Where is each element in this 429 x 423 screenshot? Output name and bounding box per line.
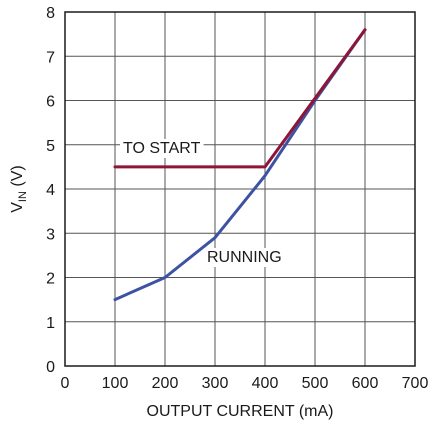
- annotation-to-start: TO START: [123, 140, 201, 157]
- x-tick-label: 500: [302, 375, 329, 392]
- y-tick-label: 1: [46, 315, 55, 332]
- y-tick-label: 4: [46, 182, 55, 199]
- y-tick-label: 2: [46, 271, 55, 288]
- y-axis-title-subscript: IN: [17, 191, 29, 202]
- y-tick-label: 0: [46, 359, 55, 376]
- y-tick-label: 8: [46, 5, 55, 22]
- x-tick-label: 100: [102, 375, 129, 392]
- y-axis-title-unit: (V): [9, 165, 26, 191]
- x-tick-label: 0: [61, 375, 70, 392]
- x-tick-label: 300: [202, 375, 229, 392]
- series-line-to-start: [113, 28, 367, 169]
- y-tick-label: 5: [46, 138, 55, 155]
- annotation-background: [204, 248, 285, 267]
- x-tick-label: 700: [402, 375, 429, 392]
- annotation-running: RUNNING: [207, 249, 282, 266]
- annotation-background: [120, 139, 204, 158]
- x-tick-label: 400: [252, 375, 279, 392]
- y-axis-title: VIN (V): [9, 165, 29, 212]
- y-axis-title-main: V: [9, 202, 26, 213]
- y-tick-labels: 0 1 2 3 4 5 6 7 8: [46, 5, 55, 376]
- plot-frame: [64, 11, 416, 367]
- x-tick-label: 200: [152, 375, 179, 392]
- y-tick-label: 6: [46, 94, 55, 111]
- series-layer: [113, 28, 367, 302]
- annotations: TO START RUNNING: [120, 139, 285, 267]
- y-tick-label: 3: [46, 226, 55, 243]
- x-tick-labels: 0 100 200 300 400 500 600 700: [61, 375, 429, 392]
- grid: [65, 12, 415, 366]
- x-tick-label: 600: [352, 375, 379, 392]
- y-tick-label: 7: [46, 49, 55, 66]
- x-axis-title: OUTPUT CURRENT (mA): [147, 403, 334, 420]
